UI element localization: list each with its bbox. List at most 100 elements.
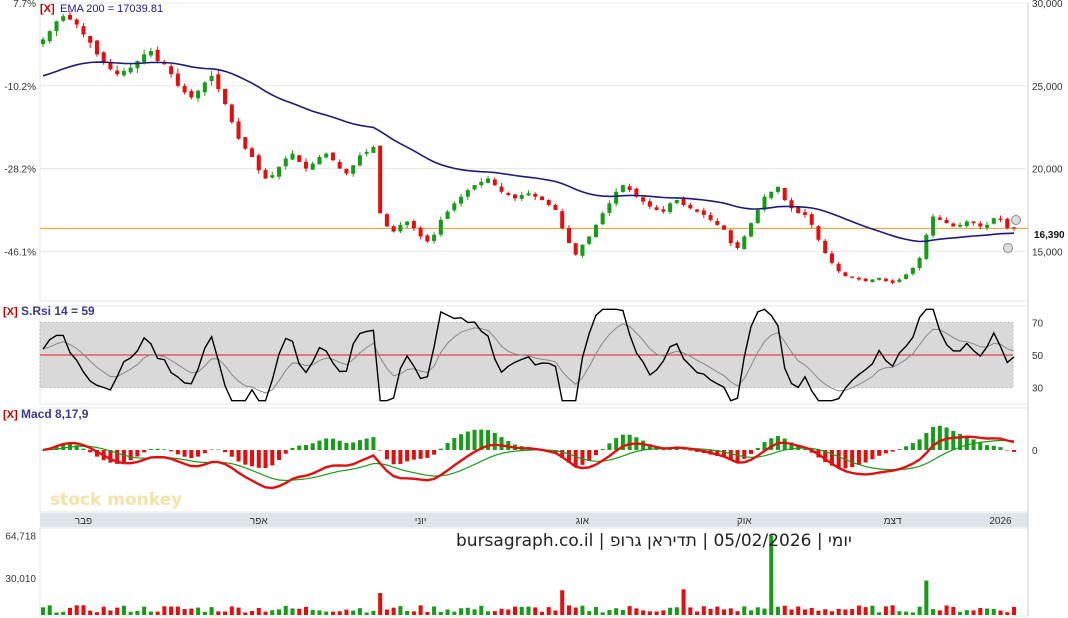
macd-histogram-bar [742,450,747,459]
macd-histogram-bar [330,438,335,450]
volume-bar [587,611,592,615]
candle-body [47,31,52,42]
x-axis-label: 2026 [989,516,1012,527]
macd-histogram-bar [499,437,504,450]
macd-histogram-bar [324,438,329,450]
macd-histogram-bar [452,438,457,450]
macd-histogram-bar [317,440,322,450]
volume-bar [539,611,545,615]
candle-body [829,253,834,263]
price-panel [39,2,1029,302]
macd-histogram-bar [216,449,221,451]
candle-body [472,185,477,190]
volume-bar [499,608,504,615]
candle-body [1005,218,1010,229]
price-indicator-close[interactable]: [X] [40,3,55,15]
macd-histogram-bar [40,450,46,451]
candle-body [978,223,983,227]
macd-histogram-bar [829,450,834,466]
volume-bar [964,610,969,615]
macd-histogram-bar [587,450,592,461]
volume-bar [486,611,491,615]
ema-200-line [42,61,1015,243]
volume-bar [607,609,612,615]
rsi-indicator-close[interactable]: [X] [3,306,18,318]
volume-bar [553,610,558,615]
candle-body [951,223,956,227]
candle-body [614,191,619,204]
volume-bar [715,606,720,615]
volume-bar [209,607,214,615]
candle-body [81,26,86,35]
candle-body [850,276,855,278]
candle-body [135,60,140,69]
volume-bar [101,606,106,615]
volume-bar [566,605,571,615]
volume-bar [593,606,598,615]
volume-bar [330,611,335,615]
candle-body [897,279,902,282]
candle-body [931,216,936,236]
volume-bar [391,607,396,615]
volume-bar [371,610,376,615]
volume-bar [917,606,922,615]
macd-histogram-bar [1011,450,1017,452]
volume-bar [937,610,942,615]
volume-bar [816,610,821,615]
macd-histogram-bar [789,442,794,450]
volume-bar [438,612,443,615]
candle-body [620,185,625,193]
volume-bar [364,612,369,615]
candle-body [708,215,713,220]
candle-body [182,86,187,93]
macd-histogram-bar [344,442,349,450]
volume-bar [384,609,389,615]
volume-bar [620,610,625,615]
x-axis-label: אפר [250,516,268,527]
candle-body [243,137,248,149]
price-tick-left: -28.2% [4,165,36,176]
macd-histogram-bar [88,450,93,453]
candle-body [870,279,875,283]
macd-histogram-bar [223,450,228,453]
volume-bar [189,608,194,615]
volume-bar [337,611,342,615]
volume-bar [661,610,666,615]
macd-histogram-bar [81,448,86,450]
candle-body [283,158,288,167]
macd-histogram-bar [951,430,956,450]
volume-bar [472,609,477,615]
macd-histogram-bar [985,445,990,450]
candle-body [216,74,221,90]
candle-body [634,188,639,197]
macd-panel [39,407,1029,513]
volume-bar [115,607,120,615]
macd-series [40,425,1017,490]
macd-histogram-bar [142,450,147,453]
candle-body [499,186,504,192]
candle-body [755,209,760,224]
candle-body [519,195,524,199]
volume-bar [755,607,760,615]
macd-indicator-close[interactable]: [X] [3,409,18,421]
volume-bar [425,611,430,615]
volume-bar [823,609,828,615]
volume-bar [344,609,349,615]
volume-bar [580,605,585,615]
volume-bar [169,606,174,615]
volume-bar [877,612,882,615]
rsi-signal-line [42,323,1015,394]
candle-body [971,221,976,224]
macd-histogram-bar [937,425,942,450]
volume-bar [94,612,99,615]
macd-histogram-bar [978,442,983,450]
candle-body [742,236,747,250]
candle-body [263,169,268,179]
macd-histogram-bar [256,450,261,468]
volume-bar [465,607,470,615]
macd-histogram-bar [155,448,160,450]
macd-histogram-bar [769,438,774,450]
macd-histogram-bar [283,450,288,454]
volume-bar [668,607,673,615]
volume-bar [236,607,241,615]
